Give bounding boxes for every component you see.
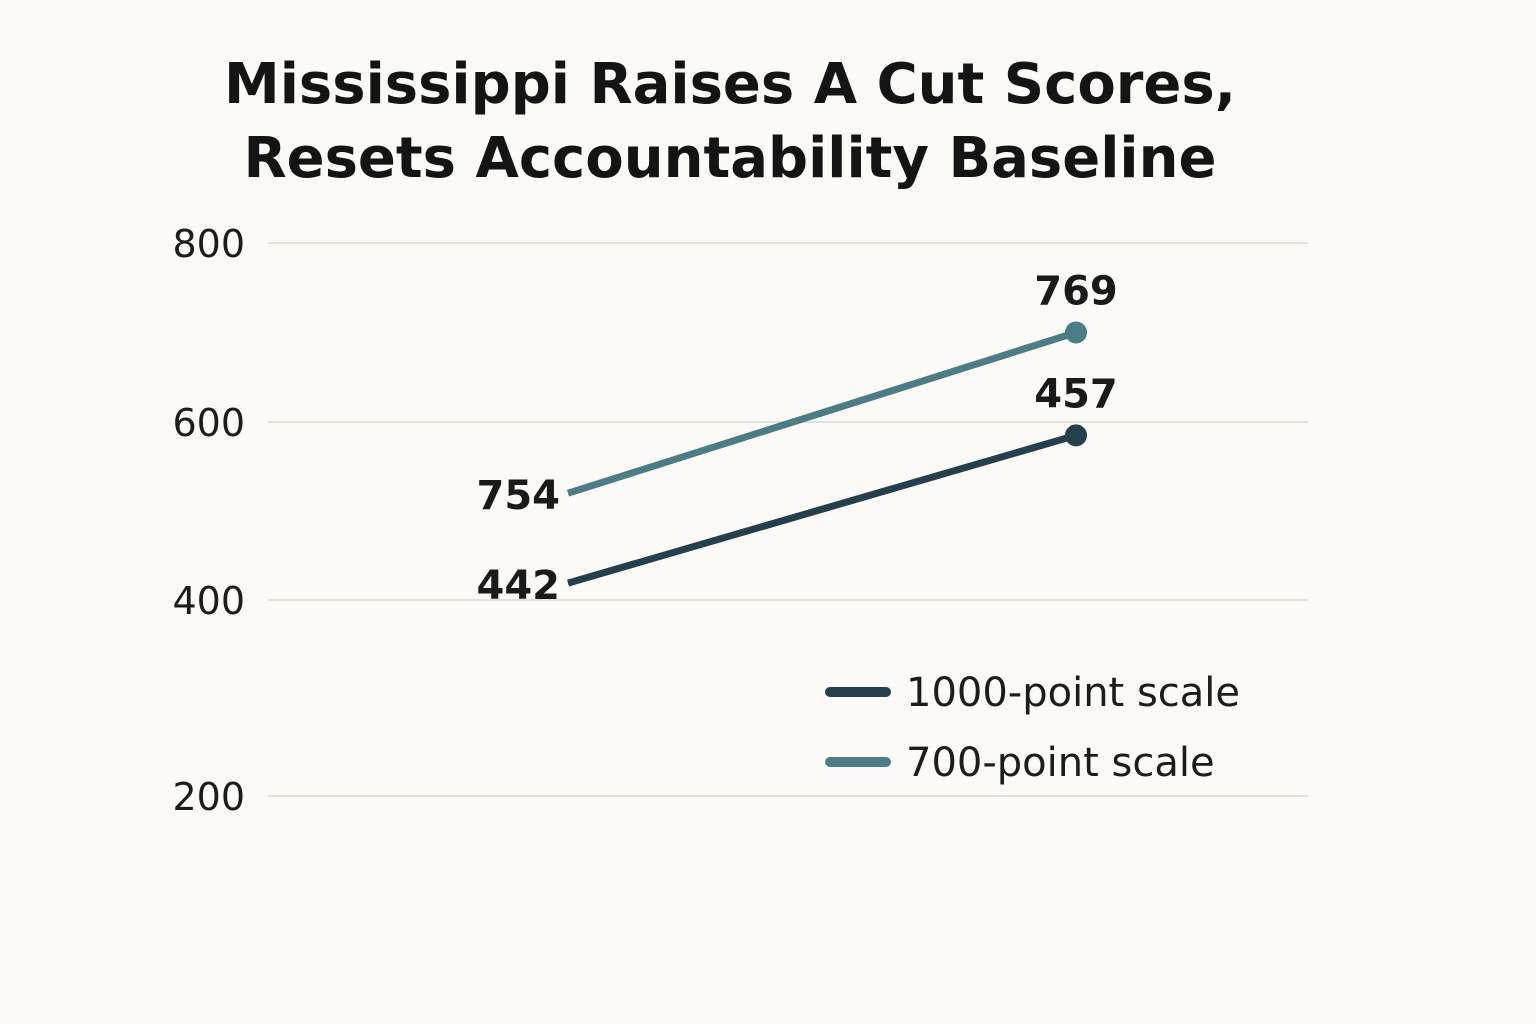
chart-title-line-2: Resets Accountability Baseline [243,126,1217,191]
y-tick-label-400: 400 [172,579,245,623]
series-line-700-point-scale [566,329,1078,497]
chart-title: Mississippi Raises A Cut Scores, Resets … [0,48,1460,196]
series-point-700-point-scale-end [1065,321,1087,344]
y-axis-ticks: 200 400 600 800 [172,222,245,819]
series-line-1000-point-scale [567,431,1077,587]
legend-label-1000-point-scale: 1000-point scale [906,670,1240,716]
y-tick-label-200: 200 [172,775,245,819]
legend: 1000-point scale 700-point scale [825,670,1240,786]
y-tick-label-600: 600 [172,401,245,445]
chart-title-line-1: Mississippi Raises A Cut Scores, [223,52,1237,117]
data-label-1000-point-scale-start: 442 [477,563,561,609]
data-label-700-point-scale-start: 754 [477,473,561,519]
y-tick-label-800: 800 [172,222,245,266]
series-point-1000-point-scale-end [1065,424,1087,447]
data-label-1000-point-scale-end: 457 [1034,371,1118,417]
data-label-700-point-scale-end: 769 [1034,269,1118,315]
data-labels: 442 457 754 769 [477,269,1118,610]
series-lines [566,321,1087,587]
legend-label-700-point-scale: 700-point scale [906,740,1215,786]
